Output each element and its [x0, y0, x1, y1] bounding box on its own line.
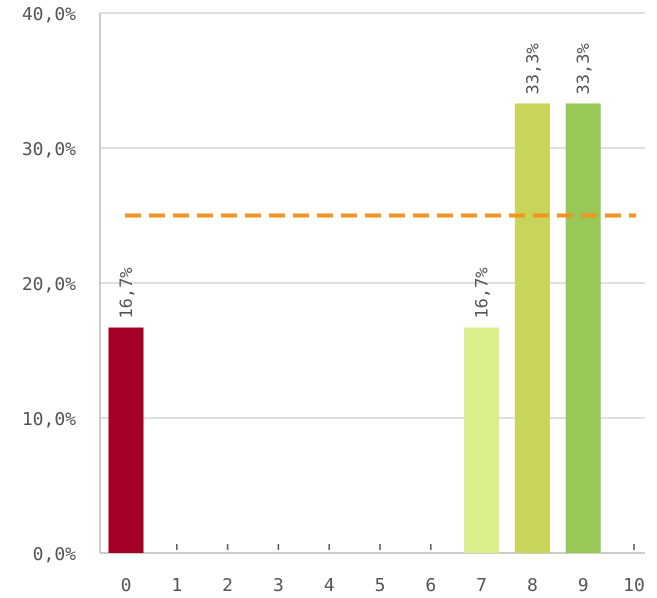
x-tick-label: 10	[623, 575, 645, 596]
data-label-0: 16,7%	[117, 267, 137, 318]
x-tick-label: 8	[527, 575, 538, 596]
x-tick-label: 6	[425, 575, 436, 596]
x-tick-label: 4	[324, 575, 335, 596]
data-label-9: 33,3%	[574, 43, 594, 94]
bar-7	[464, 327, 500, 553]
bar-8	[514, 103, 550, 553]
axes	[99, 13, 645, 554]
x-tick-label: 5	[375, 575, 386, 596]
data-label-7: 16,7%	[473, 267, 493, 318]
y-tick-label: 10,0%	[22, 409, 76, 430]
x-tick-label: 2	[222, 575, 233, 596]
x-tick-label: 1	[171, 575, 182, 596]
x-tick-labels: 0 1 2 3 4 5 6 7 8 9 10	[121, 575, 645, 596]
y-tick-labels: 0,0% 10,0% 20,0% 30,0% 40,0%	[22, 4, 76, 565]
x-tick-label: 7	[476, 575, 487, 596]
y-tick-label: 0,0%	[33, 544, 77, 565]
x-tick-label: 3	[273, 575, 284, 596]
y-tick-label: 20,0%	[22, 274, 76, 295]
data-label-8: 33,3%	[523, 43, 543, 94]
y-tick-label: 40,0%	[22, 4, 76, 25]
gridlines	[100, 12, 645, 419]
bar-9	[565, 103, 601, 553]
x-tick-label: 9	[578, 575, 589, 596]
y-tick-label: 30,0%	[22, 139, 76, 160]
bar-0	[108, 327, 144, 553]
x-tick-label: 0	[121, 575, 132, 596]
data-labels: 16,7% 16,7% 33,3% 33,3%	[117, 43, 594, 318]
bars	[108, 103, 601, 553]
